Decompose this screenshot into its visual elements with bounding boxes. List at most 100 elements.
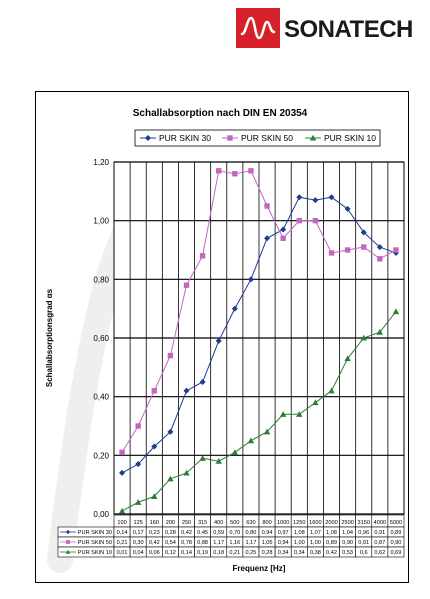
brand-name: SONATECH (284, 16, 413, 43)
table-value: 0,06 (149, 550, 160, 556)
table-value: 0,78 (181, 540, 192, 546)
table-value: 0,91 (374, 530, 385, 536)
data-point (183, 469, 190, 476)
x-tick-label: 1600 (309, 520, 321, 526)
table-value: 0,89 (390, 530, 401, 536)
table-value: 0,90 (342, 540, 353, 546)
table-value: 0,34 (294, 550, 305, 556)
data-point (263, 428, 271, 435)
data-point (328, 387, 335, 394)
table-value: 0,30 (133, 540, 144, 546)
x-tick-label: 5000 (390, 520, 402, 526)
table-key-marker (66, 540, 70, 544)
data-point (248, 168, 254, 174)
data-point (312, 197, 319, 204)
y-axis-label: Schallabsorptionsgrad αs (45, 288, 54, 387)
data-point (344, 247, 351, 253)
y-tick-label: 0,20 (93, 451, 109, 460)
data-point (264, 203, 270, 209)
data-point (280, 226, 287, 233)
table-value: 0,25 (245, 550, 256, 556)
data-point (199, 253, 206, 259)
table-value: 0,87 (374, 540, 385, 546)
data-point (151, 443, 158, 450)
data-point (151, 388, 157, 394)
table-value: 1,04 (342, 530, 353, 536)
table-series-name: PUR SKIN 50 (78, 540, 112, 546)
data-point (328, 194, 335, 201)
data-point (167, 352, 174, 359)
y-tick-label: 0,80 (93, 275, 109, 284)
legend-label-1: PUR SKIN 30 (159, 133, 211, 143)
x-tick-label: 2000 (325, 520, 337, 526)
data-point (183, 387, 190, 394)
data-point (247, 437, 255, 444)
series-line-1 (121, 196, 397, 474)
x-tick-label: 630 (246, 520, 255, 526)
data-point (360, 334, 367, 341)
table-value: 0,42 (326, 550, 337, 556)
table-value: 0,96 (358, 530, 369, 536)
table-key-marker (65, 529, 71, 535)
y-tick-label: 0,40 (93, 393, 109, 402)
legend-label-2: PUR SKIN 50 (241, 133, 293, 143)
x-axis-label: Frequenz [Hz] (233, 564, 286, 573)
data-point (344, 355, 351, 362)
data-point (135, 461, 142, 468)
table-value: 0,18 (213, 550, 224, 556)
legend-label-3: PUR SKIN 10 (324, 133, 376, 143)
series-2 (119, 168, 399, 456)
data-point (134, 499, 142, 505)
data-point (393, 247, 399, 253)
table-series-name: PUR SKIN 10 (78, 550, 112, 556)
data-point (296, 411, 303, 417)
x-tick-label: 500 (230, 520, 239, 526)
table-value: 1,17 (213, 540, 224, 546)
chart-frame (35, 91, 409, 583)
table-value: 0,38 (310, 550, 321, 556)
data-point (119, 469, 126, 476)
data-point (361, 244, 367, 250)
table-value: 0,69 (390, 550, 401, 556)
data-point (151, 493, 158, 499)
x-tick-label: 2500 (341, 520, 353, 526)
data-point (119, 449, 125, 456)
chart-title: Schallabsorption nach DIN EN 20354 (133, 108, 308, 119)
data-point (377, 256, 383, 262)
table-value: 1,05 (262, 540, 273, 546)
data-point (264, 235, 271, 242)
data-point (232, 171, 238, 177)
table-value: 0,12 (165, 550, 176, 556)
table-cell (387, 546, 405, 558)
table-value: 0,62 (374, 550, 385, 556)
table-value: 0,70 (229, 530, 240, 536)
series-1 (119, 194, 399, 476)
data-point (328, 250, 335, 256)
y-tick-label: 0,60 (93, 334, 109, 343)
table-value: 0,91 (358, 540, 369, 546)
legend-marker-2 (227, 135, 233, 141)
table-value: 0,19 (197, 550, 208, 556)
chart-legend: PUR SKIN 30 PUR SKIN 50 PUR SKIN 10 (134, 129, 381, 147)
table-value: 0,42 (149, 540, 160, 546)
data-point (376, 244, 383, 251)
table-value: 0,21 (229, 550, 240, 556)
data-point (312, 217, 319, 224)
x-tick-label: 1250 (293, 520, 305, 526)
table-value: 1,17 (245, 540, 256, 546)
table-value: 0,34 (278, 550, 289, 556)
table-value: 0,89 (326, 540, 337, 546)
table-value: 1,08 (294, 530, 305, 536)
table-value: 1,16 (229, 540, 240, 546)
table-value: 0,80 (245, 530, 256, 536)
data-point (135, 423, 141, 429)
table-value: 0,59 (213, 530, 224, 536)
table-value: 0,01 (117, 550, 128, 556)
data-point (312, 399, 319, 406)
table-value: 0,94 (262, 530, 273, 536)
data-point (199, 455, 206, 461)
table-value: 1,00 (294, 540, 305, 546)
table-value: 0,21 (117, 540, 128, 546)
data-point (392, 308, 400, 315)
table-value: 0,88 (197, 540, 208, 546)
